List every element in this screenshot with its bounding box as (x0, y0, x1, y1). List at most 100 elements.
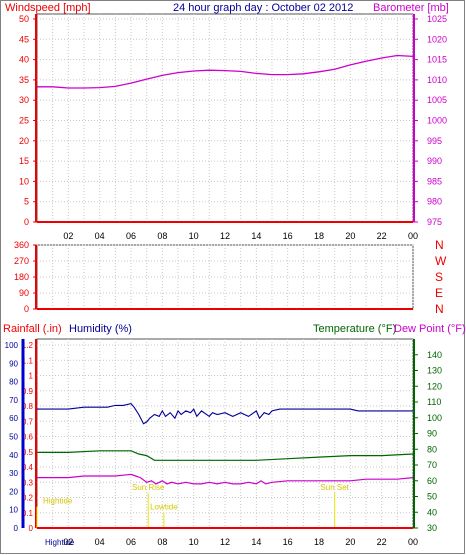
temperature-tick-label: 30 (427, 523, 437, 533)
humidity-tick-label: 40 (9, 451, 18, 460)
temperature-tick-label: 40 (427, 507, 437, 517)
panel3-x-tick-label: 20 (345, 537, 355, 547)
rainfall-tick-label: 1 (29, 372, 34, 381)
barometer-axis-title: Barometer [mb] (373, 2, 449, 14)
rainfall-tick-label: 0.9 (22, 387, 34, 396)
barometer-tick-label: 995 (427, 136, 442, 146)
rainfall-tick-label: 0.5 (22, 448, 34, 457)
panel3-x-tick-label: 12 (220, 537, 230, 547)
dewpoint-series-line (37, 473, 414, 485)
windspeed-tick-label: 45 (19, 34, 29, 44)
panel1-x-tick-label: 06 (126, 231, 136, 241)
rainfall-tick-label: 0.1 (22, 509, 34, 518)
temperature-tick-label: 110 (427, 397, 441, 407)
rainfall-tick-label: 0.4 (22, 463, 34, 472)
windspeed-tick-label: 15 (19, 156, 29, 166)
barometer-tick-label: 975 (427, 217, 442, 227)
rainfall-tick-label: 0.6 (22, 433, 34, 442)
barometer-series-line (37, 54, 414, 89)
temperature-series-line (37, 450, 414, 461)
humidity-tick-label: 0 (14, 524, 19, 533)
panel1-x-tick-label: 22 (377, 231, 387, 241)
rain-humidity-temperature-panel: 1.21.110.90.80.70.60.50.40.30.20.1010090… (5, 338, 442, 547)
annotation-label: Hightide (43, 497, 73, 506)
rainfall-tick-label: 0.2 (22, 494, 34, 503)
windspeed-tick-label: 25 (19, 116, 29, 126)
barometer-tick-label: 1020 (427, 34, 447, 44)
rainfall-tick-label: 0.3 (22, 478, 34, 487)
annotation-label: Sun Rise (132, 483, 165, 492)
compass-label-e: E (435, 286, 443, 300)
humidity-tick-label: 100 (5, 341, 19, 350)
direction-tick-label: 0 (24, 304, 29, 314)
panel3-x-tick-label: 04 (95, 537, 105, 547)
humidity-tick-label: 30 (9, 469, 18, 478)
temperature-tick-label: 50 (427, 492, 437, 502)
dewpoint-axis-title: Dew Point (°F) (394, 323, 466, 335)
compass-label-n-bottom: N (435, 302, 444, 316)
barometer-tick-label: 1010 (427, 75, 447, 85)
direction-tick-label: 360 (14, 240, 29, 250)
windspeed-tick-label: 50 (19, 14, 29, 24)
humidity-tick-label: 20 (9, 487, 18, 496)
humidity-tick-label: 60 (9, 414, 18, 423)
panel3-x-tick-label: 18 (314, 537, 324, 547)
panel1-x-tick-label: 08 (157, 231, 167, 241)
panel3-x-tick-label: 06 (126, 537, 136, 547)
panel3-x-tick-label: 14 (251, 537, 261, 547)
panel1-x-tick-label: 10 (189, 231, 199, 241)
barometer-tick-label: 1005 (427, 95, 447, 105)
annotation-label: Sun Set (320, 483, 349, 492)
rainfall-tick-label: 1.2 (22, 341, 34, 350)
panel1-x-tick-label: 16 (283, 231, 293, 241)
windspeed-tick-label: 35 (19, 75, 29, 85)
wind-barometer-panel: 5045403530252015105010251020101510101005… (19, 13, 447, 241)
compass-labels: N W S E N (435, 238, 447, 316)
windspeed-tick-label: 30 (19, 95, 29, 105)
panel3-frame (36, 338, 414, 529)
temperature-tick-label: 130 (427, 366, 442, 376)
barometer-tick-label: 990 (427, 156, 442, 166)
barometer-tick-label: 1000 (427, 116, 447, 126)
direction-tick-label: 270 (14, 256, 29, 266)
hightide-bottom-label: Hightide (45, 538, 75, 547)
windspeed-tick-label: 40 (19, 55, 29, 65)
temperature-tick-label: 120 (427, 381, 442, 391)
temperature-tick-label: 80 (427, 444, 437, 454)
barometer-tick-label: 1025 (427, 14, 447, 24)
windspeed-tick-label: 20 (19, 136, 29, 146)
direction-tick-label: 90 (19, 288, 29, 298)
annotation-label: Lowtide (150, 503, 178, 512)
direction-tick-label: 180 (14, 272, 29, 282)
rainfall-tick-label: 0.8 (22, 402, 34, 411)
panel3-x-tick-label: 10 (189, 537, 199, 547)
panel3-x-tick-label: 08 (157, 537, 167, 547)
temperature-tick-label: 60 (427, 476, 437, 486)
barometer-tick-label: 980 (427, 197, 442, 207)
panel1-x-tick-label: 00 (408, 231, 418, 241)
temperature-tick-label: 70 (427, 460, 437, 470)
wind-direction-panel: 360 270 180 90 0 (14, 240, 414, 314)
compass-label-n-top: N (435, 238, 444, 252)
rainfall-tick-label: 0 (29, 524, 34, 533)
rainfall-tick-label: 0.7 (22, 417, 34, 426)
humidity-tick-label: 80 (9, 378, 18, 387)
windspeed-tick-label: 10 (19, 176, 29, 186)
humidity-axis-title: Humidity (%) (69, 323, 132, 335)
humidity-tick-label: 10 (9, 506, 18, 515)
rainfall-axis-title: Rainfall (.in) (3, 323, 62, 335)
windspeed-tick-label: 5 (24, 197, 29, 207)
compass-label-w: W (435, 254, 447, 268)
chart-title: 24 hour graph day : October 02 2012 (173, 2, 353, 14)
humidity-tick-label: 70 (9, 396, 18, 405)
temperature-axis-title: Temperature (°F) (313, 323, 396, 335)
panel3-x-tick-label: 16 (283, 537, 293, 547)
panel1-frame (36, 13, 414, 223)
humidity-tick-label: 50 (9, 433, 18, 442)
barometer-tick-label: 1015 (427, 55, 447, 65)
panel3-x-tick-label: 00 (408, 537, 418, 547)
windspeed-axis-title: Windspeed [mph] (5, 2, 91, 14)
temperature-tick-label: 140 (427, 350, 442, 360)
